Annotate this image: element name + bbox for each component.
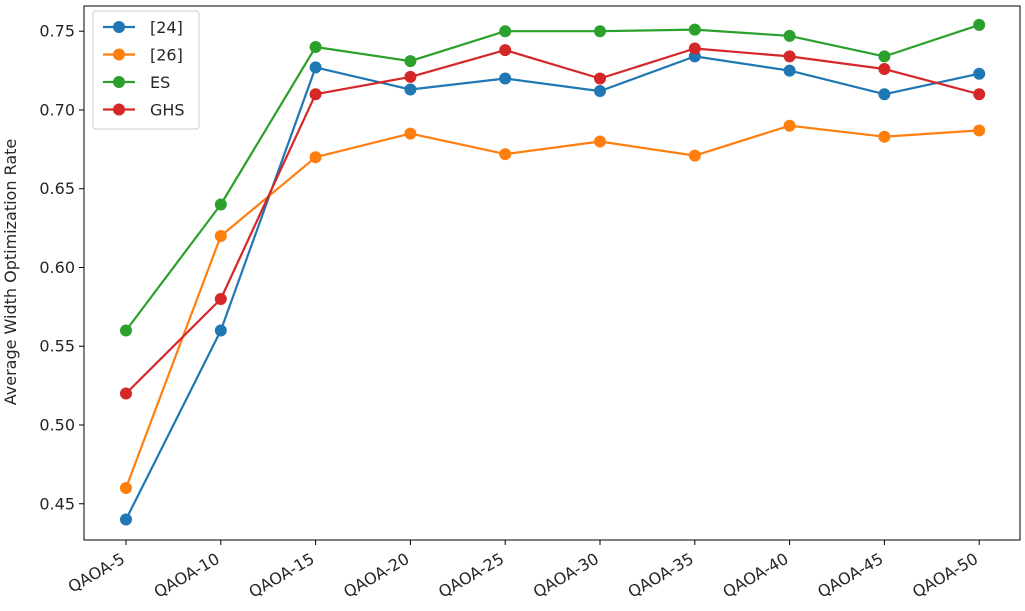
data-point — [404, 127, 417, 140]
legend-label: GHS — [150, 101, 185, 120]
x-tick-label: QAOA-35 — [625, 549, 697, 602]
data-point — [594, 72, 606, 85]
data-point — [594, 85, 606, 98]
x-axis: QAOA-5 QAOA-10 QAOA-15 QAOA-20 QAOA-25 QAOA-3… — [65, 540, 981, 602]
x-tick-label: QAOA-45 — [814, 549, 886, 602]
data-point — [688, 23, 701, 36]
legend-label: ES — [150, 73, 170, 92]
legend-item: [26] — [103, 46, 183, 65]
legend-item: ES — [103, 73, 170, 92]
data-point — [878, 88, 891, 101]
y-axis: 0.45 0.50 0.55 0.60 0.65 0.70 0.75 — [39, 22, 84, 513]
series-1 — [120, 119, 986, 495]
data-point — [594, 25, 606, 38]
series-line — [124, 124, 980, 489]
series-line — [125, 23, 980, 332]
legend-marker — [113, 21, 125, 33]
data-point — [499, 25, 512, 38]
y-axis-label: Average Width Optimization Rate — [1, 139, 20, 405]
y-tick-label: 0.65 — [39, 179, 75, 198]
y-tick-label: 0.50 — [39, 416, 75, 435]
plot-area-border — [83, 5, 1021, 541]
legend-marker — [113, 76, 125, 88]
data-point — [214, 198, 227, 211]
y-tick-label: 0.45 — [39, 494, 75, 513]
data-point — [973, 88, 986, 101]
legend-label: [24] — [150, 18, 183, 37]
data-point — [404, 55, 417, 68]
series-line — [125, 55, 980, 520]
data-point — [309, 40, 322, 53]
data-point — [214, 324, 227, 337]
data-point — [499, 72, 512, 85]
x-tick-label: QAOA-5 — [65, 549, 128, 597]
data-point — [688, 149, 701, 162]
data-point — [214, 229, 227, 242]
data-point — [973, 67, 986, 80]
data-point — [309, 151, 322, 164]
data-point — [404, 83, 417, 96]
x-tick-label: QAOA-25 — [435, 549, 507, 602]
data-point — [120, 482, 132, 495]
x-tick-label: QAOA-15 — [245, 549, 317, 602]
legend-marker — [113, 103, 125, 116]
data-point — [688, 42, 701, 55]
data-point — [120, 324, 132, 337]
data-point — [878, 63, 891, 76]
data-point — [783, 50, 796, 63]
y-tick-label: 0.55 — [39, 337, 75, 356]
series-line — [125, 47, 980, 395]
data-point — [973, 18, 986, 31]
legend: [24] [26] ES GHS — [92, 10, 200, 130]
series-0 — [120, 50, 986, 526]
legend-item: [24] — [103, 18, 183, 37]
legend-item: GHS — [103, 101, 185, 120]
series-layer — [120, 18, 986, 526]
data-point — [783, 64, 796, 77]
data-point — [120, 513, 132, 526]
legend-label: [26] — [150, 46, 183, 65]
data-point — [214, 292, 227, 305]
x-tick-label: QAOA-30 — [530, 549, 602, 602]
y-tick-label: 0.60 — [39, 258, 75, 277]
data-point — [120, 387, 132, 400]
data-point — [783, 119, 796, 132]
data-point — [309, 61, 322, 74]
data-point — [499, 44, 512, 57]
series-3 — [120, 42, 986, 400]
legend-box — [92, 10, 200, 130]
x-tick-label: QAOA-40 — [719, 549, 791, 602]
data-point — [878, 130, 891, 143]
data-point — [973, 124, 986, 137]
plot-frame — [83, 5, 1021, 541]
data-point — [499, 148, 512, 161]
x-tick-label: QAOA-10 — [151, 549, 223, 602]
x-tick-label: QAOA-20 — [340, 549, 412, 602]
y-tick-label: 0.70 — [39, 100, 75, 119]
data-point — [404, 70, 417, 83]
data-point — [878, 50, 891, 63]
x-tick-label: QAOA-50 — [909, 549, 981, 602]
series-2 — [120, 18, 986, 337]
y-tick-label: 0.75 — [39, 22, 75, 41]
data-point — [309, 88, 322, 101]
legend-marker — [113, 48, 125, 61]
data-point — [594, 135, 606, 148]
data-point — [783, 29, 796, 42]
